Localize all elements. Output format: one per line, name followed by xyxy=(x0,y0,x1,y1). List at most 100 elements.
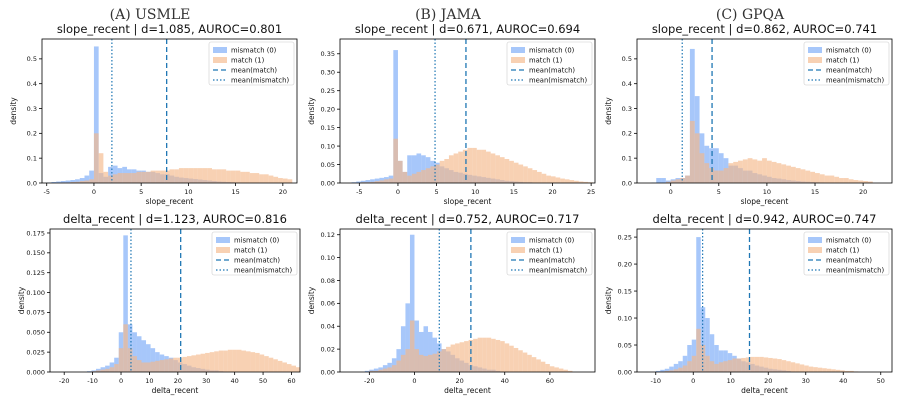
match-bar xyxy=(560,178,565,183)
mismatch-bar xyxy=(673,363,679,372)
match-bar xyxy=(727,360,733,372)
match-bar xyxy=(813,367,818,372)
axes-frame xyxy=(49,228,301,373)
mismatch-bar xyxy=(141,340,147,372)
y-tick-label: 0.1 xyxy=(622,154,632,162)
match-bar xyxy=(93,133,99,183)
match-bar xyxy=(241,350,247,372)
match-bar xyxy=(259,354,265,372)
axes-frame xyxy=(339,38,596,184)
match-bar xyxy=(486,337,492,372)
match-bar xyxy=(853,180,859,183)
match-bar xyxy=(786,165,791,183)
x-tick-label: 10 xyxy=(184,188,192,196)
y-tick-label: 0.100 xyxy=(26,289,45,297)
match-bar xyxy=(499,157,505,183)
mismatch-bar xyxy=(364,370,370,372)
match-bar xyxy=(370,181,375,183)
match-bar xyxy=(839,178,844,183)
histogram-bars xyxy=(46,46,293,183)
x-tick-label: 15 xyxy=(510,188,518,196)
match-bar xyxy=(583,181,589,183)
match-bar xyxy=(223,350,228,372)
match-bar xyxy=(379,180,385,183)
legend-swatch xyxy=(808,247,822,253)
match-bar xyxy=(495,339,501,372)
match-bar xyxy=(127,173,132,183)
match-bar xyxy=(736,358,742,372)
match-bar xyxy=(136,360,142,372)
histogram-panel-2: slope_recent | d=0.671, AUROC=0.694 -5 0 5 1… xyxy=(307,22,596,206)
mismatch-bar xyxy=(689,48,695,183)
panel-title: delta_recent | d=0.752, AUROC=0.717 xyxy=(356,212,580,226)
match-bar xyxy=(127,348,133,372)
mismatch-bar xyxy=(360,180,366,183)
y-tick-label: 0.25 xyxy=(321,87,335,95)
match-bar xyxy=(205,352,210,372)
y-tick-label: 0.1 xyxy=(27,154,37,162)
match-bar xyxy=(235,170,241,183)
y-tick-label: 0.00 xyxy=(321,179,335,187)
mismatch-bar xyxy=(709,334,715,372)
y-tick-label: 0.175 xyxy=(26,229,45,237)
match-bar xyxy=(540,361,546,372)
match-bar xyxy=(141,171,146,183)
match-bar xyxy=(750,356,755,372)
match-bar xyxy=(518,350,523,372)
match-bar xyxy=(259,174,264,183)
x-tick-label: 50 xyxy=(259,377,267,385)
match-bar xyxy=(762,158,767,183)
match-bar xyxy=(112,174,118,183)
match-bar xyxy=(766,160,772,183)
legend-label: mean(mismatch) xyxy=(234,267,292,275)
match-bar xyxy=(212,169,217,183)
match-bar xyxy=(214,351,219,372)
panel-title: slope_recent | d=0.862, AUROC=0.741 xyxy=(652,22,877,36)
match-bar xyxy=(109,367,115,372)
match-bar xyxy=(741,357,746,372)
match-bar xyxy=(164,359,169,372)
y-tick-label: 0.12 xyxy=(321,231,335,239)
match-bar xyxy=(546,175,551,183)
legend-label: mean(match) xyxy=(234,257,280,265)
legend-label: mismatch (0) xyxy=(234,237,280,245)
match-bar xyxy=(696,328,701,372)
y-tick-label: 0.000 xyxy=(26,368,45,376)
match-bar xyxy=(437,351,442,372)
mismatch-bar xyxy=(664,368,670,372)
legend-label: mismatch (0) xyxy=(529,47,575,55)
mismatch-bar xyxy=(60,181,66,183)
match-bar xyxy=(678,367,683,372)
match-bar xyxy=(795,168,801,183)
match-bar xyxy=(402,171,408,183)
match-bar xyxy=(188,168,194,183)
match-bar xyxy=(150,170,156,183)
match-bar xyxy=(182,356,187,372)
axes-frame xyxy=(41,38,298,184)
mismatch-bar xyxy=(374,178,380,183)
legend: mismatch (0) match (1) mean(match) mean(mis… xyxy=(506,41,593,86)
match-bar xyxy=(810,171,816,183)
match-bar xyxy=(824,175,830,183)
match-bar xyxy=(218,350,224,372)
match-bar xyxy=(117,173,123,183)
match-bar xyxy=(196,354,201,372)
column-title-usmle: (A) USMLE xyxy=(110,7,191,23)
y-tick-label: 0.10 xyxy=(321,142,335,150)
match-bar xyxy=(541,173,547,183)
match-bar xyxy=(122,173,127,183)
match-bar xyxy=(564,179,570,183)
legend-box xyxy=(803,231,890,276)
y-tick-label: 0.00 xyxy=(618,368,632,376)
mismatch-bar xyxy=(70,180,76,183)
legend-label: match (1) xyxy=(231,57,265,65)
match-bar xyxy=(209,352,215,372)
mismatch-bar xyxy=(369,369,374,372)
y-tick-label: 0.00 xyxy=(321,368,335,376)
legend-label: mean(match) xyxy=(529,257,575,265)
match-bar xyxy=(723,361,728,372)
mismatch-bar xyxy=(65,180,71,183)
histogram-panel-3: slope_recent | d=0.862, AUROC=0.741 0 5 10 1… xyxy=(604,22,893,206)
legend-label: mean(match) xyxy=(826,257,872,265)
match-bar xyxy=(513,347,519,372)
